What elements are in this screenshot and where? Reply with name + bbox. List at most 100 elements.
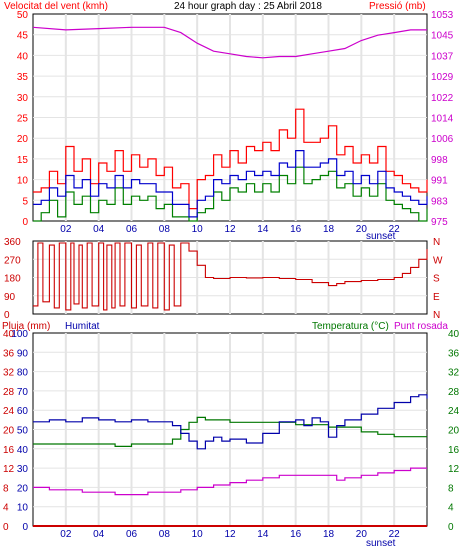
wind-tick-label: 15 — [17, 155, 29, 166]
rain-tick-label: 0 — [3, 522, 9, 533]
chart-title: 24 hour graph day : 25 Abril 2018 — [174, 1, 322, 12]
hour-tick-label: 04 — [93, 529, 105, 540]
wind-tick-label: 35 — [17, 72, 29, 83]
humidity-tick-label: 80 — [17, 368, 29, 379]
humidity-tick-label: 60 — [17, 406, 29, 417]
rain-tick-label: 36 — [3, 348, 15, 359]
sunset-label-top: sunset — [366, 231, 396, 242]
hour-tick-label: 06 — [126, 224, 138, 235]
rain-tick-label: 8 — [3, 483, 9, 494]
wind-tick-label: 30 — [17, 93, 29, 104]
compass-tick-label: E — [433, 292, 440, 303]
wind-axis-title: Velocitat del vent (kmh) — [4, 1, 108, 12]
rain-tick-label: 28 — [3, 387, 15, 398]
humidity-axis-title: Humitat — [65, 321, 100, 332]
humidity-tick-label: 90 — [17, 348, 29, 359]
wind-tick-label: 20 — [17, 134, 29, 145]
temperature-tick-label: 24 — [448, 406, 459, 417]
rain-tick-label: 40 — [3, 329, 15, 340]
pressure-tick-label: 1029 — [431, 72, 454, 83]
hour-tick-label: 10 — [192, 529, 204, 540]
temperature-tick-label: 36 — [448, 348, 459, 359]
humidity-tick-label: 50 — [17, 426, 29, 437]
wind-tick-label: 0 — [22, 217, 28, 228]
hour-tick-label: 20 — [356, 529, 368, 540]
rain-tick-label: 24 — [3, 406, 15, 417]
temperature-tick-label: 20 — [448, 426, 459, 437]
humidity-tick-label: 10 — [17, 503, 29, 514]
data-series — [32, 26, 428, 527]
temperature-axis-title: Temperatura (°C) — [312, 321, 389, 332]
pressure-tick-label: 975 — [431, 217, 448, 228]
compass-tick-label: N — [433, 237, 440, 248]
wind-tick-label: 10 — [17, 176, 29, 187]
wind-tick-label: 40 — [17, 51, 29, 62]
pressure-tick-label: 1053 — [431, 10, 454, 21]
temperature-line — [33, 416, 427, 447]
rain-tick-label: 16 — [3, 445, 15, 456]
hour-tick-label: 16 — [290, 224, 302, 235]
direction-tick-label: 270 — [4, 255, 21, 266]
compass-tick-label: N — [433, 310, 440, 321]
hour-tick-label: 06 — [126, 529, 138, 540]
dewpoint-line — [33, 467, 427, 496]
temperature-tick-label: 40 — [448, 329, 459, 340]
pressure-tick-label: 1022 — [431, 93, 454, 104]
hour-tick-label: 18 — [323, 529, 335, 540]
pressure-tick-label: 1006 — [431, 134, 454, 145]
dewpoint-axis-title: Punt rosada — [394, 321, 448, 332]
temperature-tick-label: 0 — [448, 522, 454, 533]
hour-tick-label: 02 — [60, 224, 72, 235]
rain-tick-label: 12 — [3, 464, 15, 475]
pressure-tick-label: 983 — [431, 196, 448, 207]
tick-labels: 0510152025303540455097598399199810061014… — [3, 10, 459, 540]
hour-tick-label: 20 — [356, 224, 368, 235]
direction-tick-label: 0 — [4, 310, 10, 321]
humidity-tick-label: 20 — [17, 483, 29, 494]
humidity-tick-label: 30 — [17, 464, 29, 475]
pressure-tick-label: 991 — [431, 176, 448, 187]
wind-tick-label: 25 — [17, 114, 29, 125]
hour-tick-label: 14 — [257, 224, 269, 235]
wind_gust-line — [33, 108, 428, 210]
humidity-tick-label: 70 — [17, 387, 29, 398]
compass-tick-label: W — [433, 255, 443, 266]
pressure-tick-label: 998 — [431, 155, 448, 166]
direction-tick-label: 90 — [4, 292, 16, 303]
hour-tick-label: 08 — [159, 529, 171, 540]
hour-tick-label: 02 — [60, 529, 72, 540]
sunset-label-bottom: sunset — [366, 538, 396, 549]
temperature-tick-label: 32 — [448, 368, 459, 379]
pressure-axis-title: Pressió (mb) — [369, 1, 426, 12]
rain-tick-label: 32 — [3, 368, 15, 379]
wind_avg-line — [33, 150, 428, 218]
humidity-tick-label: 40 — [17, 445, 29, 456]
hour-tick-label: 18 — [323, 224, 335, 235]
rain-axis-title: Pluja (mm) — [2, 321, 50, 332]
temperature-tick-label: 4 — [448, 503, 454, 514]
temperature-tick-label: 12 — [448, 464, 459, 475]
pressure-tick-label: 1037 — [431, 51, 454, 62]
hour-tick-label: 16 — [290, 529, 302, 540]
direction-tick-label: 180 — [4, 274, 21, 285]
hour-tick-label: 12 — [224, 224, 236, 235]
pressure-tick-label: 1045 — [431, 31, 454, 42]
hour-tick-label: 10 — [192, 224, 204, 235]
wind-tick-label: 50 — [17, 10, 29, 21]
hour-tick-label: 22 — [389, 224, 401, 235]
hour-tick-label: 22 — [389, 529, 401, 540]
wind-tick-label: 5 — [22, 196, 28, 207]
rain-tick-label: 20 — [3, 426, 15, 437]
hour-tick-label: 14 — [257, 529, 269, 540]
temperature-tick-label: 28 — [448, 387, 459, 398]
hour-tick-label: 04 — [93, 224, 105, 235]
wind-tick-label: 45 — [17, 31, 29, 42]
rain-tick-label: 4 — [3, 503, 9, 514]
pressure-line — [32, 26, 427, 59]
temperature-tick-label: 16 — [448, 445, 459, 456]
pressure-tick-label: 1014 — [431, 114, 454, 125]
humidity-tick-label: 100 — [11, 329, 28, 340]
hour-tick-label: 12 — [224, 529, 236, 540]
temperature-tick-label: 8 — [448, 483, 454, 494]
